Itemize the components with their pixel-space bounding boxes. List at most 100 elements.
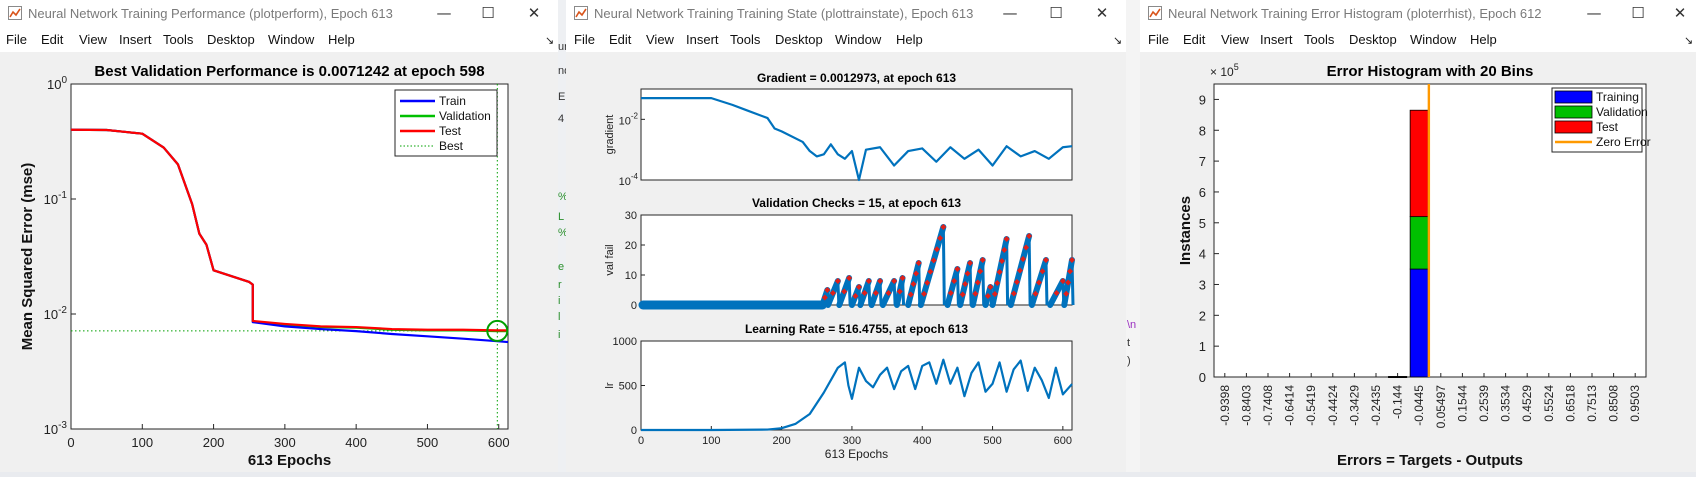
valcheck-marker bbox=[984, 293, 991, 299]
valcheck-marker bbox=[1013, 279, 1020, 285]
title-bar[interactable]: Neural Network Training Performance (plo… bbox=[0, 0, 558, 26]
background-code-fragment: t bbox=[1127, 337, 1130, 349]
valcheck-marker bbox=[927, 268, 934, 275]
valcheck-marker bbox=[841, 288, 848, 295]
y-tick-label: 1000 bbox=[613, 336, 637, 348]
menu-insert[interactable]: Insert bbox=[686, 32, 719, 47]
close-button[interactable]: ✕ bbox=[527, 4, 541, 22]
minimize-button[interactable]: — bbox=[1586, 4, 1602, 22]
valcheck-reset bbox=[867, 280, 872, 306]
figure-canvas[interactable]: Best Validation Performance is 0.0071242… bbox=[0, 52, 558, 472]
window-ploterrhist[interactable]: Neural Network Training Error Histogram … bbox=[1140, 0, 1696, 472]
performance-plot[interactable]: Best Validation Performance is 0.0071242… bbox=[0, 52, 558, 472]
close-button[interactable]: ✕ bbox=[1095, 4, 1109, 22]
dock-arrow-icon[interactable]: ↘ bbox=[1684, 35, 1694, 47]
menu-insert[interactable]: Insert bbox=[119, 32, 152, 47]
maximize-button[interactable]: ☐ bbox=[1631, 4, 1645, 22]
menu-help[interactable]: Help bbox=[328, 32, 355, 47]
x-axis-label: 613 Epochs bbox=[248, 452, 331, 469]
dock-arrow-icon[interactable]: ↘ bbox=[545, 35, 555, 47]
window-plotperform[interactable]: Neural Network Training Performance (plo… bbox=[0, 0, 558, 472]
menu-desktop[interactable]: Desktop bbox=[1349, 32, 1397, 47]
chart-title: Error Histogram with 20 Bins bbox=[1327, 63, 1534, 80]
x-tick-label: 0 bbox=[67, 435, 74, 450]
x-tick-label: -0.6414 bbox=[1283, 385, 1297, 426]
y-tick-label: 0 bbox=[631, 300, 637, 312]
menu-help[interactable]: Help bbox=[1470, 32, 1497, 47]
valcheck-marker bbox=[834, 278, 841, 284]
dock-arrow-icon[interactable]: ↘ bbox=[1113, 35, 1123, 47]
menu-desktop[interactable]: Desktop bbox=[775, 32, 823, 47]
valcheck-marker bbox=[846, 275, 853, 281]
x-tick-label: -0.144 bbox=[1391, 385, 1405, 419]
title-bar[interactable]: Neural Network Training Training State (… bbox=[566, 0, 1126, 26]
x-tick-label: 0.5524 bbox=[1542, 385, 1556, 422]
figure-canvas[interactable]: Gradient = 0.0012973, at epoch 613 gradie… bbox=[566, 52, 1126, 472]
y-tick-label: 9 bbox=[1199, 92, 1206, 107]
y-tick-label: 10-4 bbox=[619, 172, 639, 188]
valcheck-ramp bbox=[944, 266, 961, 308]
menu-tools[interactable]: Tools bbox=[1304, 32, 1335, 47]
valcheck-marker bbox=[972, 290, 979, 297]
menu-window[interactable]: Window bbox=[268, 32, 315, 47]
x-tick-label: -0.0445 bbox=[1412, 385, 1426, 426]
figure-canvas[interactable]: Error Histogram with 20 Bins Errors = Tar… bbox=[1140, 52, 1696, 472]
legend-label-validation: Validation bbox=[439, 109, 491, 123]
background-code-fragment: ur bbox=[558, 41, 566, 53]
window-plottrainstate[interactable]: Neural Network Training Training State (… bbox=[566, 0, 1126, 472]
valcheck-marker bbox=[974, 279, 981, 286]
menu-file[interactable]: File bbox=[6, 32, 27, 47]
x-tick-label: -0.9398 bbox=[1218, 385, 1232, 426]
gradient-title: Gradient = 0.0012973, at epoch 613 bbox=[757, 71, 956, 85]
legend-label-best: Best bbox=[439, 139, 464, 153]
background-code-fragment: ) bbox=[1127, 355, 1131, 367]
y-tick-label: 6 bbox=[1199, 185, 1206, 200]
valcheck-reset bbox=[878, 280, 883, 306]
valcheck-marker bbox=[1069, 257, 1075, 263]
x-tick-label: -0.2435 bbox=[1369, 385, 1383, 426]
x-tick-label: 100 bbox=[702, 435, 720, 447]
menu-edit[interactable]: Edit bbox=[609, 32, 632, 47]
menu-insert[interactable]: Insert bbox=[1260, 32, 1293, 47]
menu-view[interactable]: View bbox=[1221, 32, 1249, 47]
background-code-fragment: e bbox=[558, 261, 564, 273]
histogram-bar-training bbox=[1409, 268, 1429, 378]
x-tick-label: 600 bbox=[488, 435, 510, 450]
x-tick-label: 0 bbox=[638, 435, 644, 447]
lr-title: Learning Rate = 516.4755, at epoch 613 bbox=[745, 322, 968, 336]
close-button[interactable]: ✕ bbox=[1673, 4, 1687, 22]
x-tick-label: 200 bbox=[203, 435, 225, 450]
valcheck-marker bbox=[987, 284, 994, 290]
x-tick-label: 0.3534 bbox=[1499, 385, 1513, 422]
menu-file[interactable]: File bbox=[1148, 32, 1169, 47]
menu-edit[interactable]: Edit bbox=[1183, 32, 1206, 47]
menu-tools[interactable]: Tools bbox=[163, 32, 194, 47]
x-axis-label: Errors = Targets - Outputs bbox=[1337, 452, 1523, 469]
lr-axes-box bbox=[640, 340, 1073, 431]
menu-tools[interactable]: Tools bbox=[730, 32, 761, 47]
error-histogram-plot[interactable]: Error Histogram with 20 Bins Errors = Tar… bbox=[1140, 52, 1696, 472]
menu-view[interactable]: View bbox=[79, 32, 107, 47]
valcheck-marker bbox=[1065, 279, 1072, 286]
title-bar[interactable]: Neural Network Training Error Histogram … bbox=[1140, 0, 1696, 26]
menu-file[interactable]: File bbox=[574, 32, 595, 47]
window-title: Neural Network Training Performance (plo… bbox=[28, 6, 393, 21]
background-code-fragment: 4 bbox=[558, 113, 564, 125]
menu-help[interactable]: Help bbox=[896, 32, 923, 47]
x-tick-label: 0.2539 bbox=[1477, 385, 1491, 422]
training-state-plots[interactable]: Gradient = 0.0012973, at epoch 613 gradie… bbox=[566, 52, 1126, 472]
lr-line bbox=[641, 358, 1073, 432]
background-code-fragment: i bbox=[558, 329, 560, 341]
menu-view[interactable]: View bbox=[646, 32, 674, 47]
minimize-button[interactable]: — bbox=[436, 4, 452, 22]
x-tick-label: 300 bbox=[274, 435, 296, 450]
menu-desktop[interactable]: Desktop bbox=[207, 32, 255, 47]
menu-window[interactable]: Window bbox=[1410, 32, 1457, 47]
maximize-button[interactable]: ☐ bbox=[1049, 4, 1063, 22]
menu-edit[interactable]: Edit bbox=[41, 32, 64, 47]
maximize-button[interactable]: ☐ bbox=[481, 4, 495, 22]
x-tick-label: 400 bbox=[913, 435, 931, 447]
minimize-button[interactable]: — bbox=[1002, 4, 1018, 22]
menu-window[interactable]: Window bbox=[835, 32, 882, 47]
